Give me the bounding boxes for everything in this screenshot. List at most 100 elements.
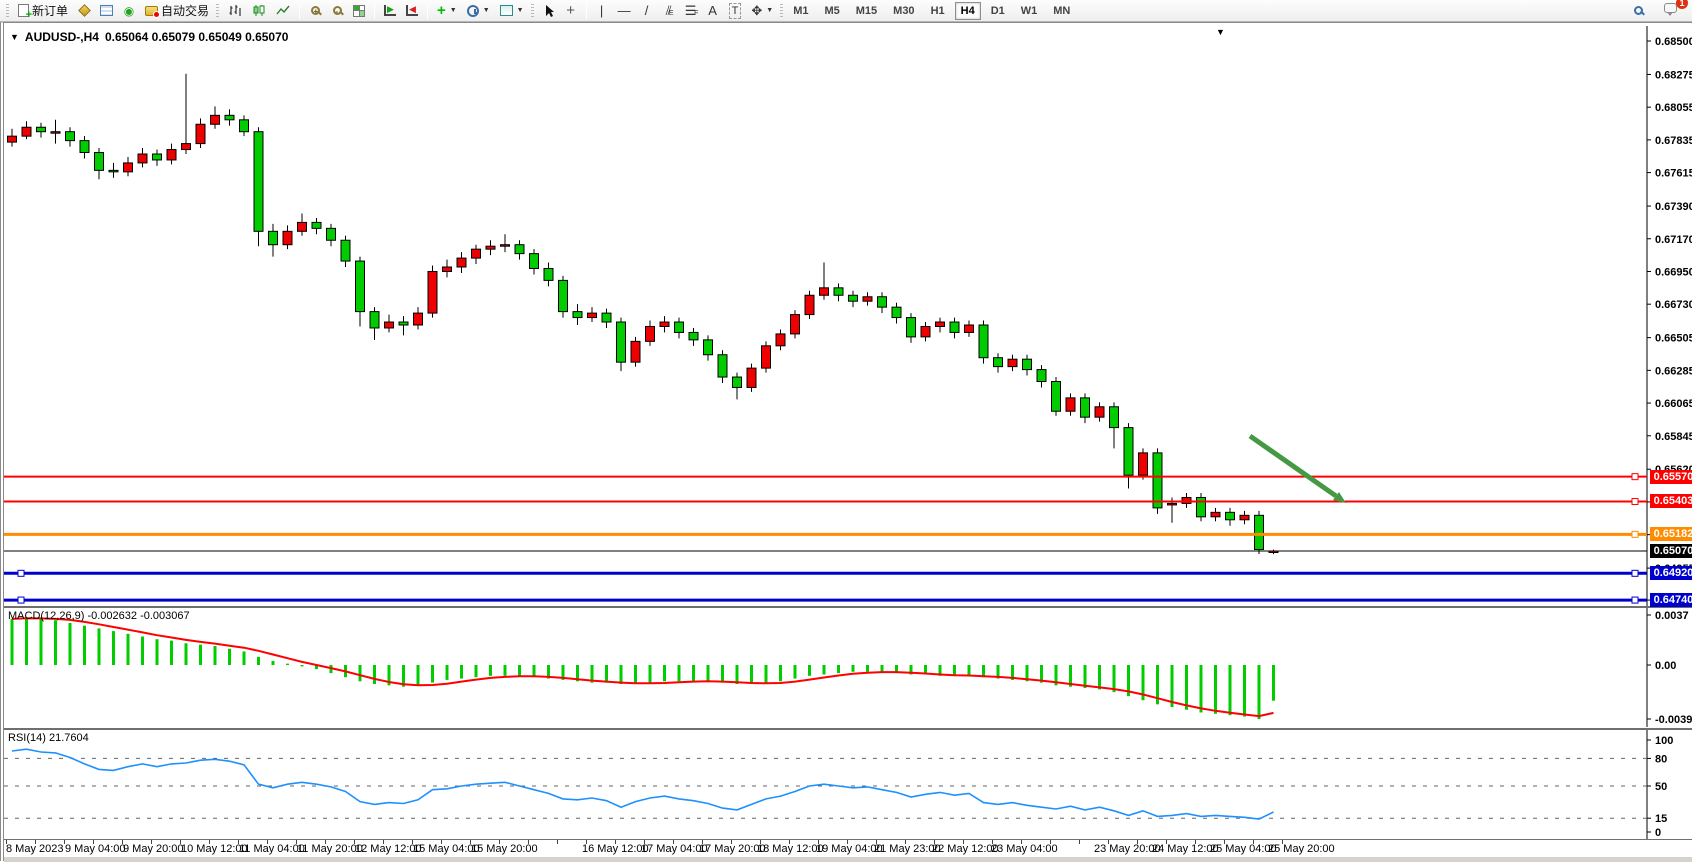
new-order-button[interactable]: + 新订单 xyxy=(13,1,73,21)
timeframe-button-M1[interactable]: M1 xyxy=(793,4,809,17)
periods-button[interactable]: ▼ xyxy=(462,1,495,21)
time-axis-tick xyxy=(64,840,65,844)
chart-shift-icon: ◀ xyxy=(406,5,419,16)
auto-scroll-button[interactable]: ▶ xyxy=(379,1,401,21)
chart-title-ohlc: 0.65064 0.65079 0.65049 0.65070 xyxy=(104,30,289,44)
time-axis-tick xyxy=(1282,840,1283,844)
templates-button[interactable]: ▼ xyxy=(495,1,529,21)
time-axis-tick xyxy=(586,840,587,844)
time-axis[interactable]: 8 May 2023 9 May 04:00 9 May 20:00 10 May 1… xyxy=(4,839,1692,857)
time-axis-label: 19 May 04:00 xyxy=(816,843,883,855)
svg-text:0.00: 0.00 xyxy=(1655,660,1676,672)
timeframe-button-MN[interactable]: MN xyxy=(1053,4,1071,17)
hline-price-label[interactable]: 0.64740 xyxy=(1650,593,1692,608)
svg-text:0.67390: 0.67390 xyxy=(1655,201,1692,213)
chart-shift-button[interactable]: ◀ xyxy=(401,1,423,21)
timeframe-button-H1[interactable]: H1 xyxy=(930,4,945,17)
indicators-button[interactable]: + ▼ xyxy=(432,1,462,21)
price-chart-svg[interactable]: 0.68500 0.68275 0.68055 0.67835 0.67615 0.673… xyxy=(4,26,1692,606)
text-label-button[interactable]: T xyxy=(724,1,747,21)
chart-title[interactable]: ▼ AUDUSD-,H4 0.65064 0.65079 0.65049 0.6… xyxy=(10,30,288,44)
toolbar-grip[interactable] xyxy=(780,3,784,18)
time-axis-tick xyxy=(1224,840,1225,844)
navigator-button[interactable] xyxy=(95,1,118,21)
time-axis-tick xyxy=(93,840,94,844)
hline-price-label[interactable]: 0.65070 xyxy=(1650,544,1692,558)
time-axis-tick xyxy=(1253,840,1254,844)
price-pane[interactable]: 0.68500 0.68275 0.68055 0.67835 0.67615 0.673… xyxy=(4,26,1692,608)
chevron-down-icon: ▼ xyxy=(449,7,457,14)
chart-collapse-icon[interactable]: ▼ xyxy=(10,32,19,42)
timeframe-button-M30[interactable]: M30 xyxy=(893,4,915,17)
cursor-button[interactable] xyxy=(538,1,560,21)
candlestick-chart-icon xyxy=(253,5,265,16)
trendline-button[interactable]: / xyxy=(636,1,658,21)
svg-text:15: 15 xyxy=(1655,813,1667,825)
auto-trading-button[interactable]: 自动交易 xyxy=(140,1,214,21)
time-axis-tick xyxy=(383,840,384,844)
svg-text:-0.003981: -0.003981 xyxy=(1655,714,1692,726)
tile-windows-button[interactable] xyxy=(348,1,370,21)
toolbar-grip[interactable] xyxy=(530,3,534,18)
signals-button[interactable]: ◉ xyxy=(118,1,140,21)
macd-chart-svg[interactable]: 0.0037 0.00 -0.003981 xyxy=(4,608,1692,727)
vertical-line-button[interactable]: | xyxy=(591,1,613,21)
time-axis-tick xyxy=(1166,840,1167,844)
time-axis-tick xyxy=(499,840,500,844)
crosshair-button[interactable]: + xyxy=(560,1,582,21)
toolbar-separator xyxy=(427,2,429,19)
pane-separator[interactable] xyxy=(4,606,1692,608)
hline-price-label[interactable]: 0.64920 xyxy=(1650,566,1692,581)
fibonacci-icon: ☰ F xyxy=(684,2,699,18)
time-axis-tick xyxy=(470,840,471,844)
time-axis-label: 17 May 20:00 xyxy=(699,843,766,855)
svg-text:0.68055: 0.68055 xyxy=(1655,102,1692,114)
channel-button[interactable]: ⫽ E xyxy=(658,1,680,21)
annotation-arrowhead[interactable] xyxy=(1333,492,1346,503)
text-label-icon: T xyxy=(728,2,742,19)
line-chart-button[interactable] xyxy=(271,1,295,21)
market-watch-button[interactable] xyxy=(73,1,95,21)
timeframe-button-W1[interactable]: W1 xyxy=(1020,4,1038,17)
hline-price-label[interactable]: 0.65182 xyxy=(1650,527,1692,542)
zoom-out-button[interactable]: - xyxy=(326,1,348,21)
time-axis-tick xyxy=(1137,840,1138,844)
toolbar-separator xyxy=(299,2,301,19)
svg-text:50: 50 xyxy=(1655,781,1667,793)
chevron-down-icon: ▼ xyxy=(482,7,490,14)
time-axis-tick xyxy=(673,840,674,844)
zoom-in-button[interactable]: + xyxy=(304,1,326,21)
hline-price-label[interactable]: 0.65403 xyxy=(1650,494,1692,509)
arrows-tool-button[interactable]: ✥ ▼ xyxy=(746,1,778,21)
macd-pane[interactable]: 0.0037 0.00 -0.003981 MACD(12,26,9) -0.002… xyxy=(4,608,1692,727)
horizontal-line-button[interactable]: — xyxy=(613,1,636,21)
bar-chart-button[interactable] xyxy=(223,1,247,21)
rsi-pane[interactable]: 100 80 50 15 0 RSI(14) 21.7604 xyxy=(4,730,1692,841)
signal-icon: ◉ xyxy=(123,3,135,18)
toolbar-grip[interactable] xyxy=(6,3,9,18)
timeframe-button-D1[interactable]: D1 xyxy=(990,4,1005,17)
timeframe-button-M15[interactable]: M15 xyxy=(855,4,878,17)
time-axis-tick xyxy=(35,840,36,844)
time-axis-tick xyxy=(615,840,616,844)
time-axis-tick xyxy=(731,840,732,844)
time-axis-label: 22 May 12:00 xyxy=(932,843,999,855)
chat-button[interactable]: 1 xyxy=(1659,0,1688,21)
rsi-chart-svg[interactable]: 100 80 50 15 0 xyxy=(4,730,1692,841)
text-button[interactable]: A xyxy=(702,1,724,21)
fibonacci-button[interactable]: ☰ F xyxy=(680,1,702,21)
time-axis-label: 11 May 04:00 xyxy=(239,843,305,855)
candlestick-chart-button[interactable] xyxy=(247,1,271,21)
timeframe-button-M5[interactable]: M5 xyxy=(824,4,840,17)
pane-separator[interactable] xyxy=(4,728,1692,730)
timeframe-button-H4[interactable]: H4 xyxy=(954,1,981,20)
auto-scroll-icon: ▶ xyxy=(384,5,397,16)
search-button[interactable] xyxy=(1627,1,1649,21)
chart-shift-marker[interactable]: ▼ xyxy=(1216,27,1225,37)
time-axis-label: 25 May 20:00 xyxy=(1268,843,1335,855)
clock-icon xyxy=(466,4,479,17)
hline-price-label[interactable]: 0.65570 xyxy=(1650,469,1692,484)
macd-label: MACD(12,26,9) -0.002632 -0.003067 xyxy=(8,610,190,622)
annotation-arrow[interactable] xyxy=(1248,433,1338,499)
toolbar-grip[interactable] xyxy=(216,3,220,18)
